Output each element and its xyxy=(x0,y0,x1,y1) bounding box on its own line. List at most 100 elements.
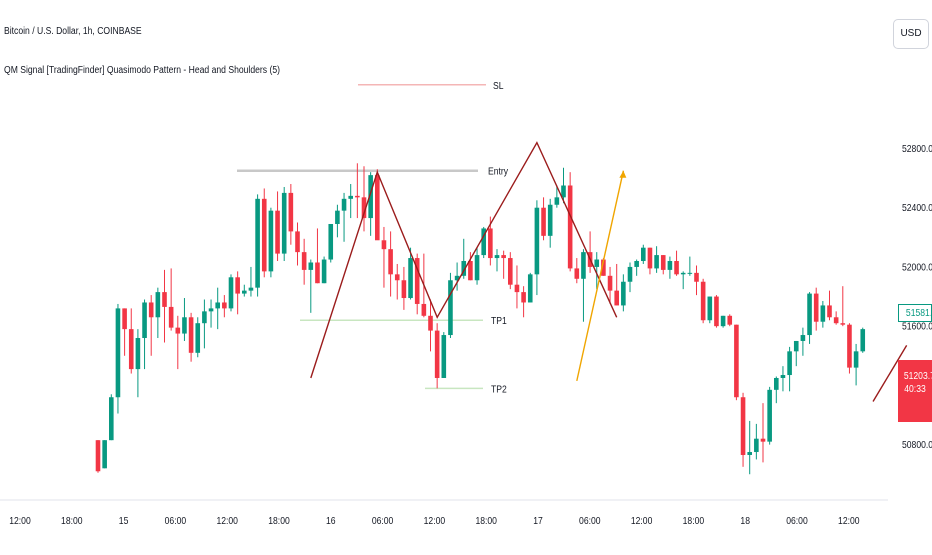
candles[interactable] xyxy=(95,163,866,475)
indicator-legend[interactable]: QM Signal [TradingFinder] Quasimodo Patt… xyxy=(4,65,280,76)
candle-body[interactable] xyxy=(275,210,280,254)
candle-body[interactable] xyxy=(774,377,779,390)
candle-body[interactable] xyxy=(341,198,347,211)
candle-body[interactable] xyxy=(414,258,420,304)
candle-body[interactable] xyxy=(734,324,739,398)
time-axis[interactable]: 12:00 18:00 15 06:00 12:00 18:00 16 06:00 12:00 1… xyxy=(0,499,888,526)
candle-body[interactable] xyxy=(394,274,400,281)
candle-body[interactable] xyxy=(308,262,314,270)
candle-body[interactable] xyxy=(674,261,679,275)
candle-body[interactable] xyxy=(820,305,826,322)
candle-body[interactable] xyxy=(421,303,427,316)
candle-body[interactable] xyxy=(634,261,639,267)
currency-button[interactable]: USD xyxy=(893,19,929,49)
candle-body[interactable] xyxy=(115,308,121,398)
candle-body[interactable] xyxy=(335,210,340,224)
candle-body[interactable] xyxy=(321,259,327,284)
candle-body[interactable] xyxy=(235,277,240,294)
candle-body[interactable] xyxy=(680,272,686,275)
candle-body[interactable] xyxy=(833,317,839,324)
candle-body[interactable] xyxy=(135,338,141,370)
candle-body[interactable] xyxy=(328,223,334,260)
candle-body[interactable] xyxy=(102,440,107,469)
candle-body[interactable] xyxy=(720,315,726,327)
candle-body[interactable] xyxy=(514,284,520,293)
candle-body[interactable] xyxy=(434,330,440,378)
candle-body[interactable] xyxy=(567,185,573,269)
candle-body[interactable] xyxy=(202,311,207,324)
candle-body[interactable] xyxy=(754,438,759,453)
candle-body[interactable] xyxy=(461,261,467,276)
candle-body[interactable] xyxy=(554,197,560,205)
candle-body[interactable] xyxy=(155,292,161,318)
candle-body[interactable] xyxy=(827,305,832,318)
candle-body[interactable] xyxy=(641,247,646,262)
candle-body[interactable] xyxy=(740,397,746,455)
candle-body[interactable] xyxy=(494,255,500,259)
candle-body[interactable] xyxy=(694,272,699,282)
candle-body[interactable] xyxy=(408,258,413,299)
candle-body[interactable] xyxy=(122,308,127,330)
candle-body[interactable] xyxy=(767,389,772,442)
candle-body[interactable] xyxy=(853,351,859,368)
candle-body[interactable] xyxy=(381,240,387,250)
candle-body[interactable] xyxy=(813,293,819,322)
candle-body[interactable] xyxy=(547,204,553,236)
candle-body[interactable] xyxy=(195,323,201,353)
candle-body[interactable] xyxy=(780,375,786,378)
candle-body[interactable] xyxy=(521,292,526,303)
candle-body[interactable] xyxy=(175,327,181,334)
candle-body[interactable] xyxy=(627,266,633,282)
candle-body[interactable] xyxy=(388,249,393,275)
candle-body[interactable] xyxy=(714,296,719,327)
candle-body[interactable] xyxy=(375,175,380,241)
candle-body[interactable] xyxy=(208,308,214,312)
candle-body[interactable] xyxy=(687,272,693,274)
candle-body[interactable] xyxy=(255,198,260,288)
candle-body[interactable] xyxy=(581,252,586,279)
candle-body[interactable] xyxy=(268,210,274,272)
candle-body[interactable] xyxy=(601,259,606,276)
candle-body[interactable] xyxy=(315,262,320,284)
candle-body[interactable] xyxy=(727,315,733,325)
candle-body[interactable] xyxy=(840,323,846,325)
candle-body[interactable] xyxy=(281,192,287,254)
candle-body[interactable] xyxy=(760,438,766,442)
candle-body[interactable] xyxy=(448,280,453,336)
candle-body[interactable] xyxy=(793,340,799,352)
candle-body[interactable] xyxy=(361,197,367,219)
candle-body[interactable] xyxy=(534,207,540,275)
candle-body[interactable] xyxy=(541,207,546,236)
candle-body[interactable] xyxy=(128,329,134,370)
candle-body[interactable] xyxy=(707,296,713,321)
candle-body[interactable] xyxy=(700,281,706,321)
candle-body[interactable] xyxy=(348,195,353,199)
candle-body[interactable] xyxy=(454,275,460,281)
candle-body[interactable] xyxy=(109,397,114,441)
candle-body[interactable] xyxy=(368,175,373,219)
candle-body[interactable] xyxy=(288,192,294,232)
candle-body[interactable] xyxy=(441,335,447,378)
candle-body[interactable] xyxy=(667,261,673,270)
candle-body[interactable] xyxy=(747,452,752,455)
candle-body[interactable] xyxy=(162,292,167,307)
symbol-legend[interactable]: Bitcoin / U.S. Dollar, 1h, COINBASE xyxy=(4,26,142,37)
candle-body[interactable] xyxy=(188,317,194,353)
candle-body[interactable] xyxy=(182,317,187,334)
candle-body[interactable] xyxy=(95,440,101,472)
candle-body[interactable] xyxy=(508,258,513,285)
candle-body[interactable] xyxy=(248,287,254,291)
candle-body[interactable] xyxy=(228,277,234,309)
candle-body[interactable] xyxy=(860,329,866,352)
candle-body[interactable] xyxy=(501,255,506,259)
candle-body[interactable] xyxy=(481,228,486,256)
candle-body[interactable] xyxy=(647,247,653,269)
candle-body[interactable] xyxy=(614,290,619,306)
candle-body[interactable] xyxy=(527,274,533,303)
candle-body[interactable] xyxy=(561,185,566,198)
candle-body[interactable] xyxy=(295,231,300,253)
candle-body[interactable] xyxy=(468,261,473,281)
candle-body[interactable] xyxy=(242,290,247,294)
